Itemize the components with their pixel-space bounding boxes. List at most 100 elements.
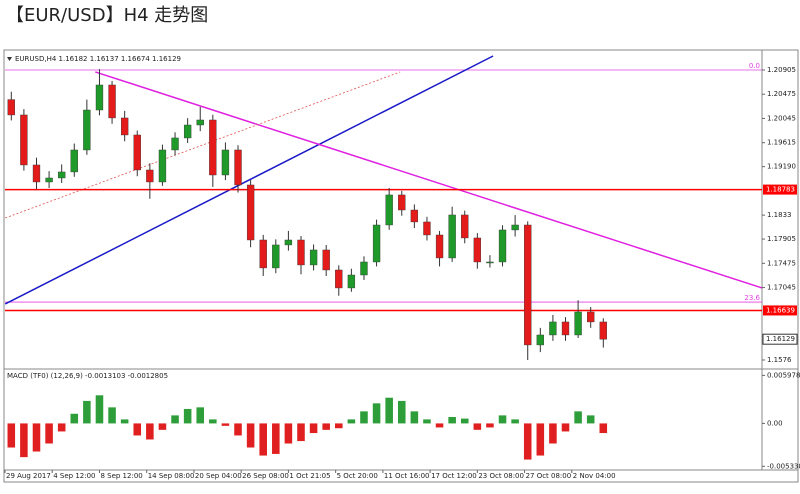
macd-bar [347,419,356,424]
macd-bar [335,423,343,429]
candle-body [511,224,519,231]
candle-body [360,261,368,276]
candle-body [486,261,494,264]
macd-bar [196,407,205,424]
level-tag [763,305,797,316]
macd-bar [549,423,557,444]
y-tick-label: 1.20475 [767,90,796,98]
macd-bar [599,423,608,434]
candle-body [70,149,78,173]
macd-bar [574,411,582,424]
candle-body [108,84,116,119]
macd-bar [360,411,368,424]
macd-bar [70,413,79,424]
y-tick-label: -0.0053388 [767,462,800,470]
y-tick-label: 1.1833 [767,211,792,219]
y-tick-label: 1.17045 [767,284,796,292]
candle-body [385,194,393,226]
candle-body [196,119,204,126]
macd-bar [397,400,406,424]
candle-body [146,169,154,183]
candle-body [272,244,280,269]
candle-body [398,194,406,211]
macd-bar [410,411,419,424]
y-tick-label: 0.00 [767,419,783,427]
candle-body [221,149,230,176]
y-tick-label: 1.1576 [767,356,792,364]
macd-bar [32,423,41,452]
menu-arrow [7,57,12,61]
x-tick-label: 20 Sep 04:00 [195,472,242,480]
macd-bar [183,408,192,424]
macd-bar [146,423,154,440]
x-tick-label: 29 Aug 2017 [6,472,51,480]
x-tick-label: 26 Sep 08:00 [242,472,289,480]
candle-body [549,321,557,336]
trendline [4,55,494,305]
macd-bar [322,423,330,430]
macd-bar [297,423,305,442]
candle-body [284,239,293,246]
macd-bar [45,423,53,444]
macd-bar [473,423,482,430]
macd-bar [486,423,494,428]
x-tick-label: 4 Sep 12:00 [53,472,95,480]
level-label: 1.16639 [766,306,795,314]
x-tick-label: 8 Sep 12:00 [100,472,142,480]
macd-bar [20,423,28,458]
candle-body [410,209,419,223]
y-tick-label: 1.17905 [767,235,796,243]
macd-bar [385,397,393,424]
macd-bar [221,423,230,426]
candle-body [297,239,305,266]
macd-bar [309,423,318,434]
macd-bar [460,418,469,424]
candle-body [95,84,104,111]
macd-bar [284,423,293,444]
macd-bar [448,416,456,424]
candle-body [435,234,444,259]
macd-bar [561,423,570,432]
candle-body [524,224,532,346]
y-tick-label: 1.20905 [767,66,796,74]
y-tick-label: 1.20045 [767,114,796,122]
candle-body [536,334,544,346]
macd-bar [171,415,179,424]
y-tick-label: 1.19615 [767,139,796,147]
candle-body [587,311,595,323]
macd-bar [246,423,255,448]
candle-body [133,134,141,171]
x-tick-label: 2 Nov 04:00 [573,472,616,480]
candle-body [335,269,343,289]
macd-header: MACD (TF0) (12,26,9) -0.0013103 -0.00128… [7,372,168,380]
candle-body [347,274,356,289]
macd-bar [272,423,280,454]
x-tick-label: 27 Oct 08:00 [526,472,572,480]
candle-body [498,229,507,263]
chart-header: EURUSD,H4 1.16182 1.16137 1.16674 1.1612… [15,55,181,63]
candle-body [574,311,582,336]
macd-bar [83,400,91,424]
y-tick-label: 1.19190 [767,163,796,171]
macd-bar [158,423,167,430]
x-tick-label: 1 Oct 21:05 [289,472,330,480]
trendline [95,71,763,289]
x-tick-label: 11 Oct 16:00 [384,472,430,480]
candle-body [171,137,179,151]
candle-body [45,177,53,183]
fib-label: 23.6 [744,294,760,302]
page-title: 【EUR/USD】H4 走势图 [6,5,208,26]
candle-body [461,214,469,239]
x-tick-label: 17 Oct 12:00 [431,472,477,480]
macd-bar [523,423,532,460]
x-tick-label: 14 Sep 08:00 [148,472,195,480]
candle-body [259,239,267,269]
candle-body [561,321,570,336]
current-price: 1.16129 [766,335,795,343]
fib-label: 0.0 [749,62,760,70]
candle-body [209,119,217,176]
candle-body [120,117,129,136]
candle-body [309,249,318,266]
macd-bar [120,419,129,424]
candle-body [599,321,607,340]
